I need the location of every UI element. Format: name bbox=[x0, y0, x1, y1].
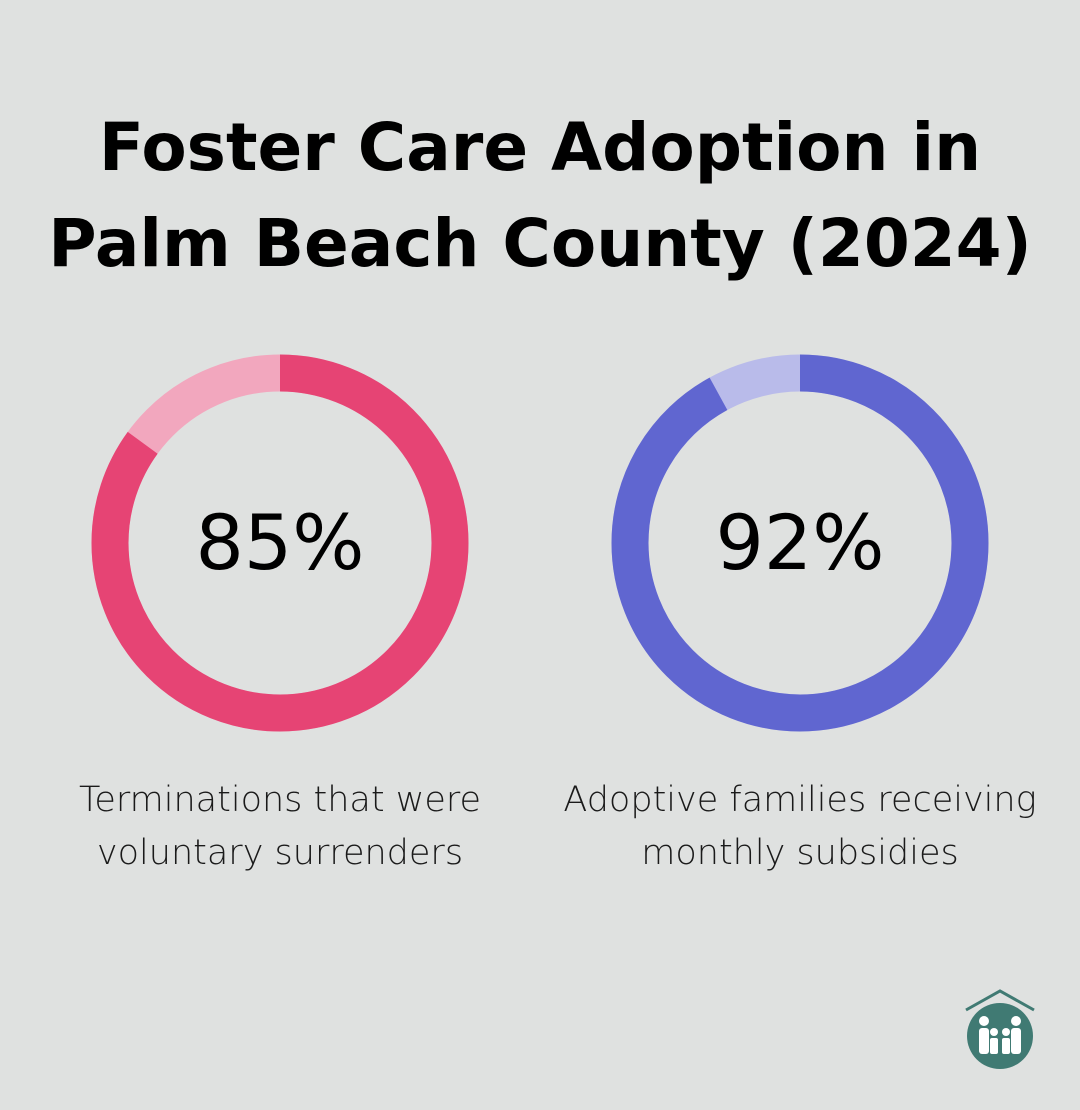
chart-title: Foster Care Adoption in Palm Beach Count… bbox=[48, 109, 1032, 282]
donut-svg bbox=[611, 354, 989, 732]
donut-chart-terminations: 85% bbox=[90, 353, 470, 733]
house-family-logo bbox=[962, 988, 1038, 1076]
donut-value-arc bbox=[91, 354, 469, 732]
donut-svg bbox=[91, 354, 469, 732]
caption: Terminations that were voluntary surrend… bbox=[78, 780, 482, 873]
donut-chart-subsidies: 92% bbox=[610, 353, 990, 733]
percent-label: 92% bbox=[715, 498, 885, 587]
caption: Adoptive families receiving monthly subs… bbox=[563, 780, 1037, 873]
donut-value-arc bbox=[611, 354, 989, 732]
percent-label: 85% bbox=[195, 498, 365, 587]
